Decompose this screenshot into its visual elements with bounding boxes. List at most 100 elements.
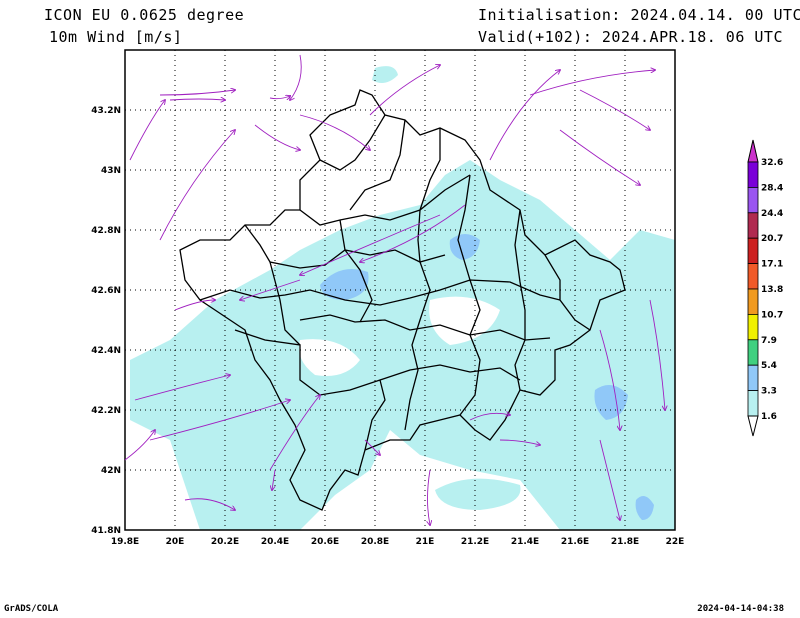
colorbar-label: 3.3 — [761, 387, 777, 397]
streamline — [169, 99, 225, 100]
internal-border-4 — [299, 314, 551, 341]
axis-ticks: 19.8E 20E 20.2E 20.4E 20.6E 20.8E 21E 21.2E 21.4… — [91, 106, 684, 547]
latitude-tick-label: 41.8N — [91, 526, 121, 536]
longitude-tick-label: 21.8E — [611, 537, 639, 547]
streamline — [599, 439, 620, 520]
streamline — [134, 375, 230, 401]
longitude-tick-label: 19.8E — [111, 537, 139, 547]
streamline — [184, 498, 235, 510]
streamline — [272, 469, 276, 490]
streamline — [269, 395, 320, 471]
longitude-tick-label: 20.4E — [261, 537, 289, 547]
internal-border-11 — [319, 114, 386, 171]
streamline — [254, 124, 300, 150]
streamline — [469, 413, 510, 421]
streamline — [290, 54, 302, 100]
colorbar: 32.6 28.4 24.4 20.7 17.1 13.8 10.7 7.9 5.4 3.3 1.6 — [747, 139, 783, 437]
streamline — [269, 96, 290, 99]
colorbar-label: 24.4 — [761, 209, 783, 219]
shade-3-3c — [594, 385, 628, 420]
colorbar-swatch — [747, 161, 759, 188]
streamline — [300, 214, 441, 275]
borders — [179, 89, 626, 511]
longitude-tick-label: 20E — [166, 537, 185, 547]
longitude-tick-label: 22E — [666, 537, 685, 547]
colorbar-label: 5.4 — [761, 361, 777, 371]
colorbar-label: 13.8 — [761, 285, 783, 295]
valid-time: Valid(+102): 2024.APR.18. 06 UTC — [478, 28, 783, 46]
streamline — [240, 279, 301, 300]
variable-title: 10m Wind [m/s] — [49, 28, 183, 46]
footer-left: GrADS/COLA — [4, 604, 59, 614]
longitude-tick-label: 20.8E — [361, 537, 389, 547]
streamline — [299, 114, 370, 150]
longitude-tick-label: 21.4E — [511, 537, 539, 547]
internal-border-13 — [419, 128, 441, 211]
internal-border-10 — [269, 261, 301, 346]
streamline — [428, 469, 431, 525]
internal-border-14 — [544, 254, 591, 331]
shade-white-gap — [299, 339, 360, 376]
colorbar-label: 10.7 — [761, 310, 783, 320]
colorbar-swatch — [747, 364, 759, 391]
colorbar-label: 7.9 — [761, 336, 777, 346]
colorbar-swatch — [747, 263, 759, 290]
streamline — [129, 100, 165, 161]
streamline — [124, 430, 155, 461]
streamline — [360, 204, 466, 262]
internal-border-5 — [234, 329, 521, 396]
shade-3-3b — [449, 234, 480, 260]
longitude-tick-label: 20.6E — [311, 537, 339, 547]
streamline — [559, 129, 640, 185]
colorbar-swatch — [747, 313, 759, 341]
longitude-tick-label: 21.6E — [561, 537, 589, 547]
shade-1-6-blob — [435, 478, 521, 510]
streamline — [369, 65, 440, 116]
longitude-tick-label: 21E — [416, 537, 435, 547]
shade-3-3a — [320, 268, 369, 300]
latitude-tick-label: 42.6N — [91, 286, 121, 296]
internal-border-1 — [299, 174, 471, 226]
wind-streamlines — [124, 54, 665, 525]
internal-border-15 — [364, 379, 386, 451]
wind-map: 19.8E 20E 20.2E 20.4E 20.6E 20.8E 21E 21.2E 21.4… — [91, 49, 684, 547]
streamline — [499, 439, 540, 445]
latitude-tick-label: 42.8N — [91, 226, 121, 236]
streamline — [159, 130, 235, 241]
shade-1-6 — [130, 160, 675, 530]
internal-border-12 — [349, 119, 406, 211]
internal-border-9 — [514, 209, 526, 391]
internal-border-6 — [339, 219, 373, 323]
latitude-tick-label: 43N — [101, 166, 121, 176]
colorbar-swatch — [747, 237, 759, 264]
init-time: Initialisation: 2024.04.14. 00 UTC — [478, 6, 800, 24]
latitude-tick-label: 42.4N — [91, 346, 121, 356]
footer-right: 2024-04-14-04:38 — [697, 604, 784, 614]
longitude-tick-label: 20.2E — [211, 537, 239, 547]
latitude-tick-label: 43.2N — [91, 106, 121, 116]
streamline — [599, 329, 620, 430]
streamline — [579, 89, 650, 130]
colorbar-bottom-arrow — [747, 415, 759, 437]
colorbar-swatch — [747, 339, 759, 366]
colorbar-label: 28.4 — [761, 183, 783, 193]
streamline — [174, 300, 215, 311]
colorbar-label: 32.6 — [761, 158, 783, 168]
streamline — [149, 400, 290, 441]
colorbar-swatch — [747, 212, 759, 239]
internal-border-8 — [457, 174, 481, 416]
colorbar-swatch — [747, 390, 759, 417]
internal-border-3 — [199, 279, 561, 306]
streamline — [529, 70, 655, 96]
colorbar-label: 1.6 — [761, 412, 777, 422]
outer-border — [179, 89, 626, 511]
streamline — [364, 439, 380, 455]
internal-border-2 — [244, 224, 446, 269]
wind-speed-shading — [130, 66, 675, 530]
colorbar-swatch — [747, 288, 759, 315]
latitude-tick-label: 42N — [101, 466, 121, 476]
colorbar-label: 20.7 — [761, 234, 783, 244]
streamline — [159, 90, 235, 96]
streamline — [649, 299, 665, 410]
shade-1-6-blob-north — [372, 66, 398, 84]
